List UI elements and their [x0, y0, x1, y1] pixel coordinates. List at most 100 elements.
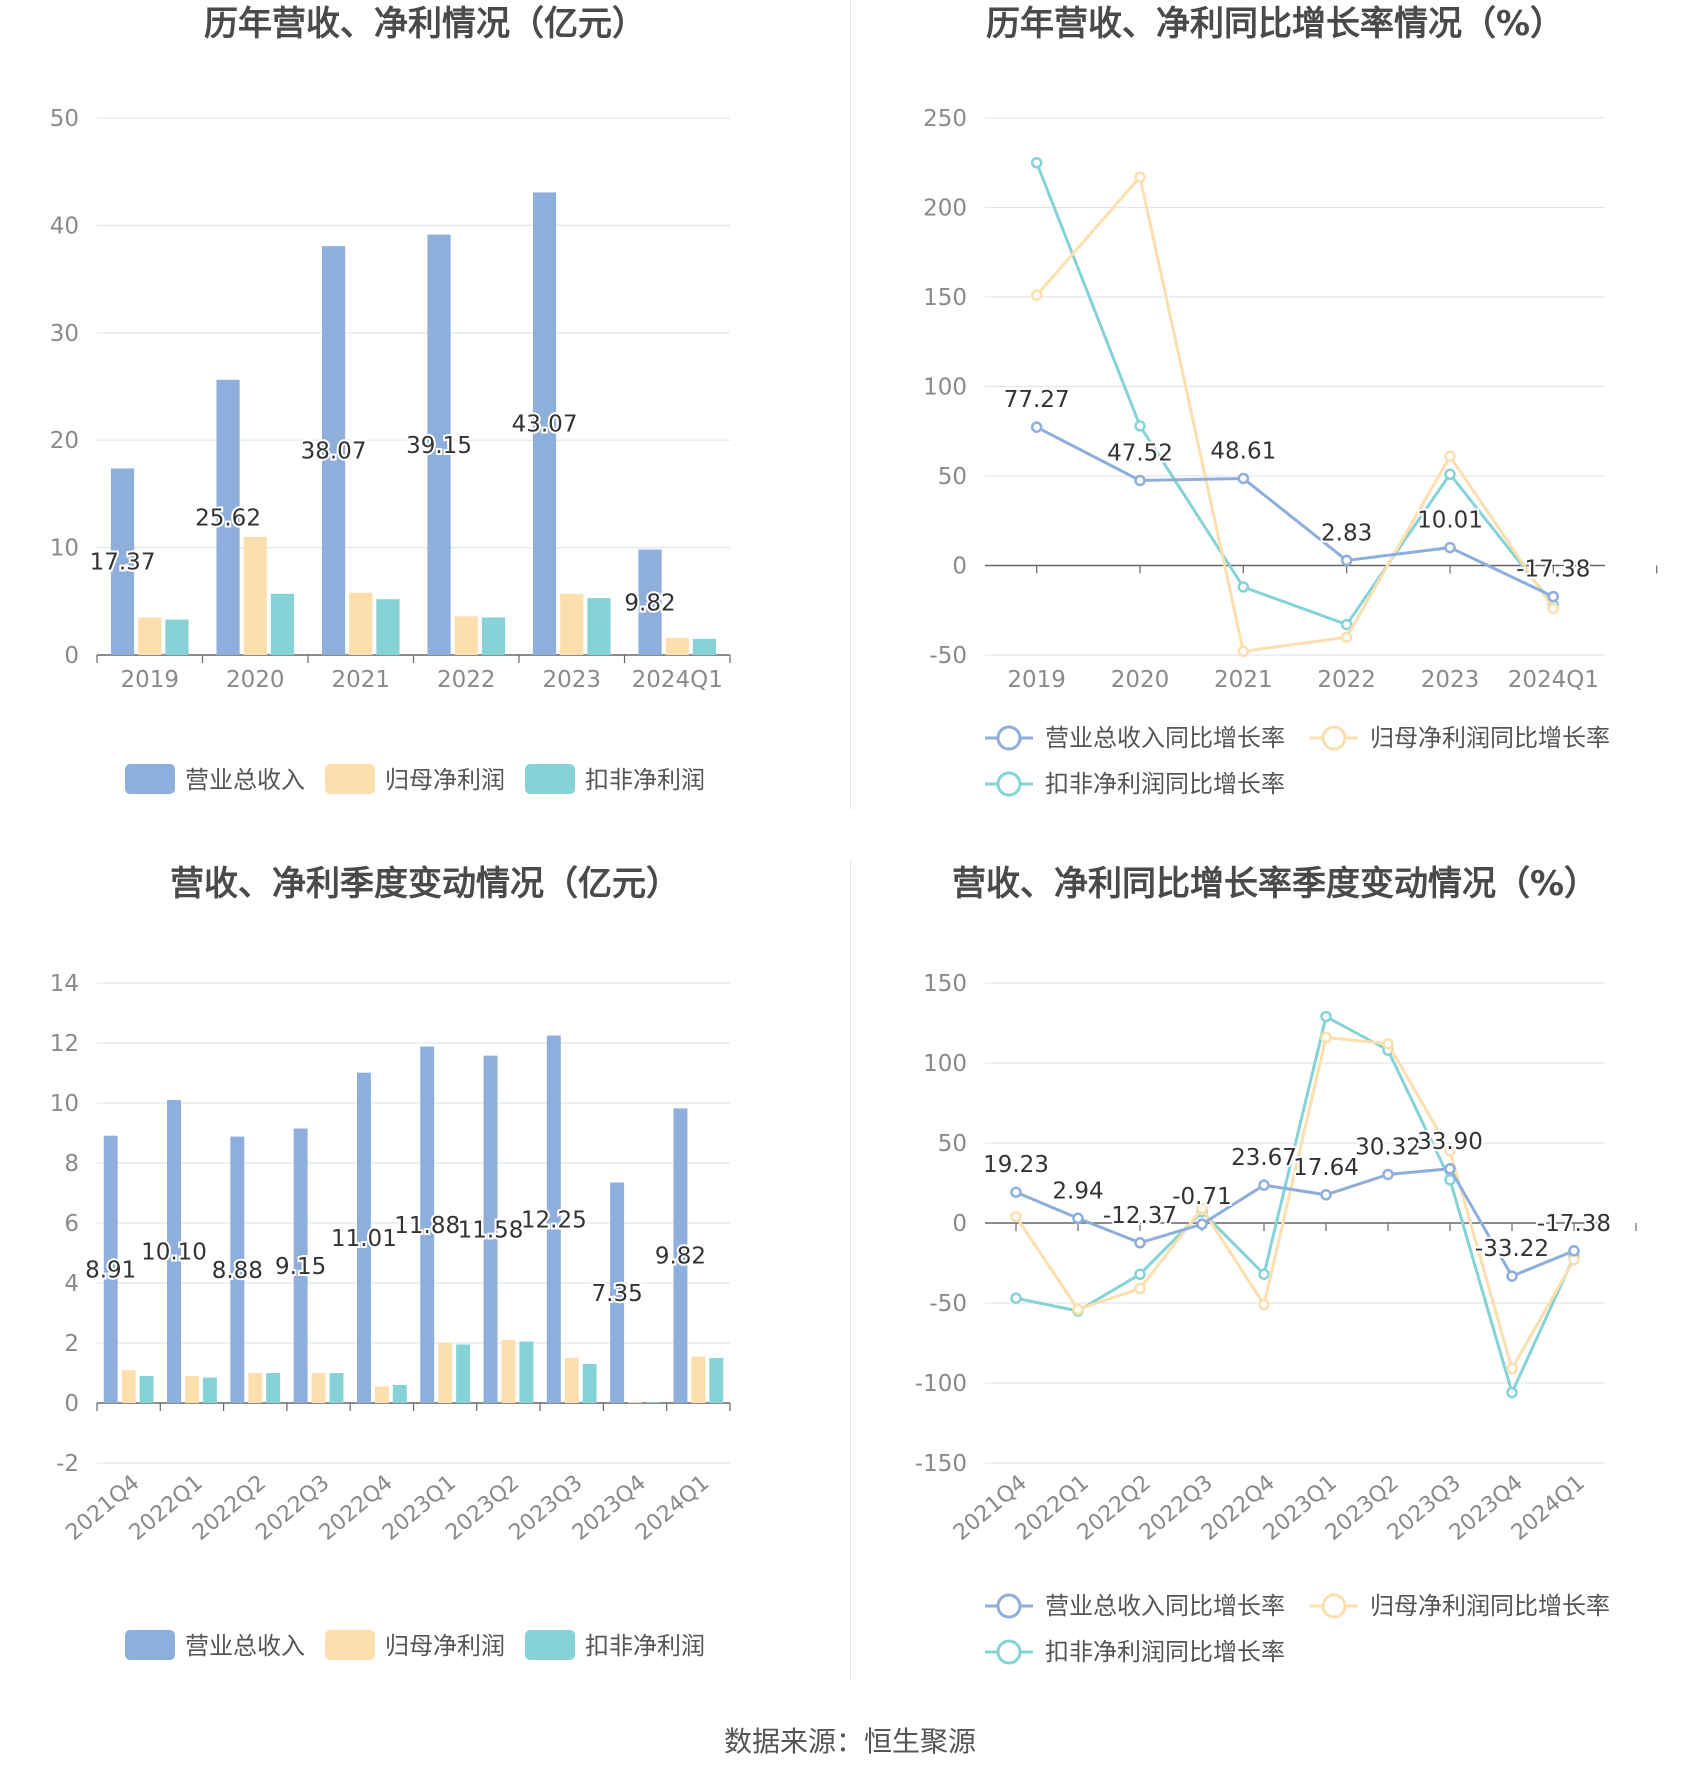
- data-point-0: [1444, 541, 1456, 554]
- legend-swatch: [125, 1630, 175, 1660]
- legend-swatch: [325, 1630, 375, 1660]
- series-line-1: [1014, 1035, 1576, 1373]
- y-tick-label: 8: [64, 1151, 79, 1177]
- y-tick-label: 250: [923, 106, 967, 132]
- bar-1: [374, 1386, 389, 1403]
- legend-label: 归母净利润同比增长率: [1370, 1592, 1610, 1620]
- legend-label: 归母净利润同比增长率: [1370, 724, 1610, 752]
- bar-1: [311, 1373, 326, 1403]
- data-point-0: [1258, 1179, 1270, 1191]
- data-point-1: [1010, 1210, 1022, 1223]
- y-tick-label: 0: [952, 1211, 967, 1237]
- data-point-1: [1444, 450, 1456, 463]
- y-tick-label: 10: [50, 536, 79, 562]
- legend-swatch: [525, 764, 575, 794]
- y-tick-label: -50: [929, 643, 967, 669]
- data-label: -33.22: [1475, 1236, 1549, 1262]
- data-label: -0.71: [1172, 1184, 1232, 1210]
- data-point-2: [1444, 1174, 1456, 1186]
- chart-annual-revenue-profit: 历年营收、净利情况（亿元） 0 10 20 30 40 50 2019 2020 2021 2022…: [50, 4, 731, 794]
- data-point-1: [1444, 1145, 1456, 1157]
- data-point-2: [1444, 468, 1456, 480]
- y-tick-label: 50: [938, 1131, 967, 1157]
- legend-marker: [996, 771, 1022, 797]
- bar-0: [427, 234, 451, 656]
- bar-1: [138, 617, 162, 655]
- y-tick-label: 10: [50, 1091, 79, 1117]
- x-tick-label: 2024Q1: [1508, 667, 1599, 693]
- bar-0: [167, 1100, 181, 1403]
- x-tick-label: 2022: [1317, 667, 1376, 693]
- y-tick-label: 0: [952, 554, 967, 580]
- data-point-1: [1134, 1282, 1146, 1295]
- bar-2: [646, 1402, 660, 1403]
- data-label: 33.90: [1417, 1129, 1483, 1155]
- data-point-0: [1072, 1212, 1084, 1225]
- legend-swatch: [125, 764, 175, 794]
- bar-0: [356, 1072, 371, 1403]
- y-tick-label: 2: [64, 1331, 79, 1357]
- bar-0: [110, 468, 135, 655]
- legend-label: 营业总收入同比增长率: [1045, 724, 1285, 752]
- bar-0: [673, 1108, 688, 1403]
- data-point-2: [1506, 1386, 1518, 1399]
- data-label: 43.07: [512, 412, 578, 438]
- data-point-2: [1134, 1268, 1146, 1280]
- legend-label: 归母净利润: [385, 1632, 505, 1660]
- data-label: 8.91: [85, 1257, 136, 1283]
- data-source-text: 数据来源：恒生聚源: [723, 1725, 976, 1758]
- chart-annual-growth-rate: 历年营收、净利同比增长率情况（%） -50 0 50 100 150 200 250 2019 2…: [923, 4, 1658, 798]
- data-label: 7.35: [592, 1281, 643, 1307]
- data-point-2: [1320, 1010, 1332, 1023]
- panel-annual-growth-rate: 历年营收、净利同比增长率情况（%） -50 0 50 100 150 200 250 2019 2…: [850, 0, 1700, 860]
- y-tick-label: 30: [50, 321, 79, 347]
- bar-0: [321, 246, 346, 655]
- y-tick-label: 20: [50, 428, 79, 454]
- bar-1: [691, 1356, 706, 1403]
- data-point-0: [1568, 1245, 1580, 1257]
- bar-0: [532, 192, 557, 655]
- bar-2: [582, 1364, 597, 1403]
- data-label: 38.07: [301, 439, 367, 465]
- data-label: -17.38: [1516, 557, 1590, 583]
- panel-annual-revenue-profit: 历年营收、净利情况（亿元） 0 10 20 30 40 50 2019 2020 2021 2022…: [0, 0, 850, 860]
- data-label: 12.25: [521, 1207, 587, 1233]
- data-label: 2.94: [1052, 1178, 1103, 1204]
- data-point-1: [1237, 645, 1250, 658]
- data-label: 11.88: [394, 1213, 460, 1239]
- panel-quarterly-revenue-profit: 营收、净利季度变动情况（亿元） -2 0 2 4 6 8 10 12 14 2021Q4 2022Q1…: [0, 860, 850, 1720]
- x-tick-label: 2022: [437, 667, 496, 693]
- data-label: 47.52: [1107, 440, 1173, 466]
- data-label: 77.27: [1004, 387, 1070, 413]
- x-tick-label: 2019: [120, 667, 179, 693]
- y-tick-label: 100: [923, 375, 967, 401]
- x-tick-label: 2024Q1: [632, 667, 723, 693]
- data-point-0: [1444, 1163, 1456, 1175]
- data-point-0: [1547, 590, 1560, 603]
- y-tick-label: -2: [56, 1451, 79, 1477]
- legend-marker: [1321, 725, 1347, 751]
- data-label: 9.82: [655, 1244, 706, 1270]
- bar-2: [376, 599, 400, 655]
- data-label: 9.82: [624, 590, 675, 616]
- legend-marker: [996, 1593, 1022, 1619]
- bar-0: [483, 1055, 498, 1403]
- bar-0: [546, 1035, 561, 1403]
- bar-2: [692, 638, 717, 655]
- panel-divider-top: [850, 0, 851, 810]
- y-tick-label: 0: [64, 643, 79, 669]
- bar-2: [587, 598, 611, 655]
- bar-0: [293, 1128, 308, 1403]
- bar-2: [329, 1373, 344, 1403]
- y-tick-label: -50: [929, 1291, 967, 1317]
- data-point-0: [1237, 472, 1250, 485]
- y-tick-label: 12: [50, 1031, 79, 1057]
- y-tick-label: 6: [64, 1211, 79, 1237]
- bar-2: [202, 1377, 217, 1403]
- data-point-1: [1320, 1031, 1332, 1044]
- data-point-0: [1320, 1189, 1332, 1201]
- data-label: -12.37: [1103, 1203, 1177, 1229]
- data-label: 48.61: [1210, 438, 1276, 464]
- data-point-2: [1134, 420, 1146, 432]
- data-point-0: [1010, 1186, 1022, 1198]
